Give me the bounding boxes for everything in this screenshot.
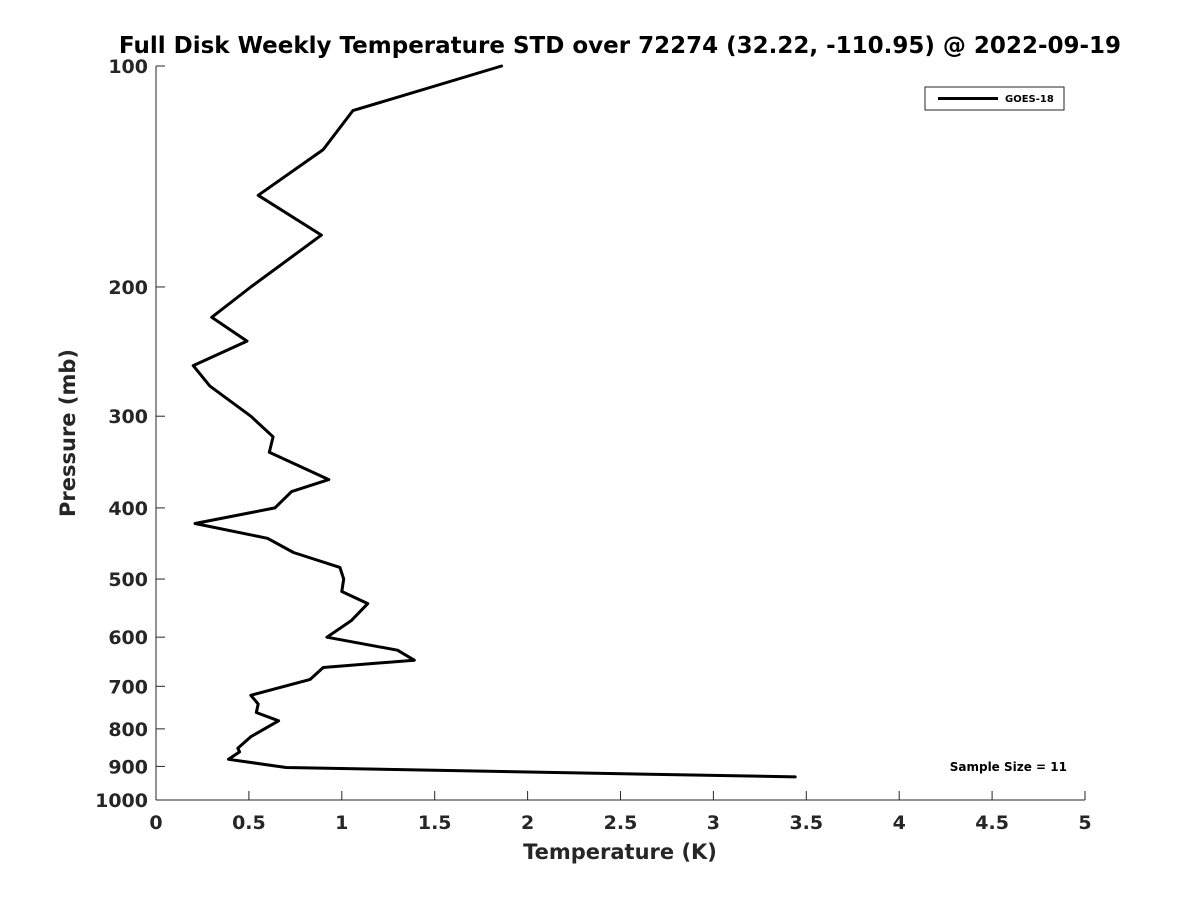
x-tick-label: 4 bbox=[893, 812, 906, 834]
y-ticks: 100 200 300 400 500 600 700 800 900 1000 bbox=[95, 56, 165, 812]
y-tick-label: 600 bbox=[108, 627, 148, 649]
x-tick-label: 3.5 bbox=[789, 812, 823, 834]
x-tick-label: 5 bbox=[1078, 812, 1091, 834]
x-tick-label: 1.5 bbox=[418, 812, 452, 834]
plot-area bbox=[191, 64, 797, 779]
x-tick-label: 3 bbox=[707, 812, 720, 834]
x-axis-label: Temperature (K) bbox=[523, 840, 717, 864]
x-tick-label: 0 bbox=[149, 812, 162, 834]
legend-label-goes-18: GOES-18 bbox=[1005, 94, 1054, 105]
chart-title: Full Disk Weekly Temperature STD over 72… bbox=[119, 33, 1121, 59]
x-tick-label: 4.5 bbox=[975, 812, 1009, 834]
y-tick-label: 400 bbox=[108, 498, 148, 520]
axes bbox=[155, 66, 1085, 801]
sample-size-annotation: Sample Size = 11 bbox=[950, 760, 1067, 774]
y-axis-label: Pressure (mb) bbox=[56, 349, 80, 517]
y-tick-label: 500 bbox=[108, 569, 148, 591]
y-tick-label: 700 bbox=[108, 676, 148, 698]
x-tick-label: 1 bbox=[335, 812, 348, 834]
y-tick-label: 1000 bbox=[95, 790, 148, 812]
y-tick-label: 300 bbox=[108, 406, 148, 428]
x-tick-label: 2 bbox=[521, 812, 534, 834]
legend: GOES-18 bbox=[924, 86, 1065, 111]
y-tick-label: 900 bbox=[108, 756, 148, 778]
y-tick-label: 800 bbox=[108, 719, 148, 741]
x-tick-label: 0.5 bbox=[232, 812, 266, 834]
x-ticks: 0 0.5 1 1.5 2 2.5 3 3.5 4 4.5 5 bbox=[149, 791, 1092, 834]
x-tick-label: 2.5 bbox=[604, 812, 638, 834]
y-tick-label: 200 bbox=[108, 277, 148, 299]
y-tick-label: 100 bbox=[108, 56, 148, 78]
series-line-goes-18 bbox=[191, 64, 797, 779]
